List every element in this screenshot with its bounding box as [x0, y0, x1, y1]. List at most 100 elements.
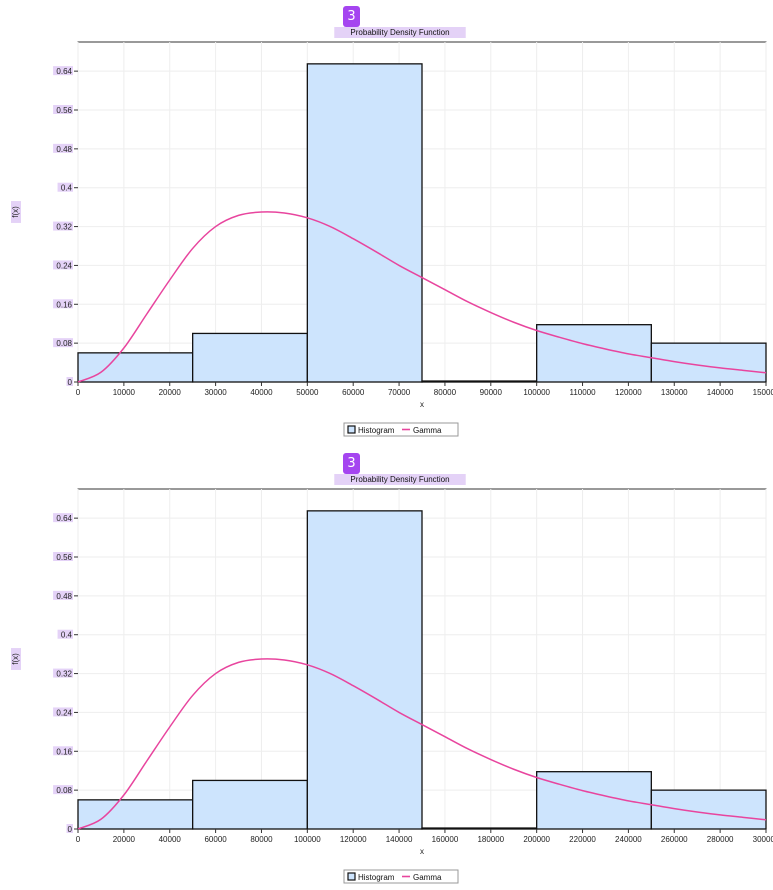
- y-tick-label: 0.16: [56, 300, 72, 309]
- x-tick-label: 140000: [386, 835, 413, 844]
- y-tick-label: 0.16: [56, 747, 72, 756]
- y-axis-label: f(x): [11, 653, 20, 665]
- y-tick-label: 0: [68, 378, 73, 387]
- x-tick-label: 0: [76, 388, 81, 397]
- legend-gamma-label: Gamma: [413, 426, 442, 435]
- x-tick-label: 60000: [342, 388, 365, 397]
- x-axis-label: x: [420, 400, 424, 409]
- x-tick-label: 40000: [250, 388, 273, 397]
- histogram-bar: [421, 380, 538, 383]
- histogram-bar: [536, 324, 652, 383]
- y-tick-label-highlight: [57, 182, 73, 192]
- x-tick-label: 70000: [388, 388, 411, 397]
- legend-histogram-label: Histogram: [358, 426, 395, 435]
- chart-title: Probability Density Function: [350, 475, 449, 484]
- x-tick-label: 90000: [480, 388, 503, 397]
- histogram-bar: [650, 342, 767, 383]
- x-tick-label: 20000: [113, 835, 136, 844]
- y-tick-label: 0.24: [56, 261, 72, 270]
- histogram-bar: [421, 827, 538, 830]
- y-tick-label-highlight: [53, 590, 73, 600]
- x-tick-label: 180000: [477, 835, 504, 844]
- y-tick-label-highlight: [57, 629, 73, 639]
- legend-histogram-swatch: [347, 425, 356, 434]
- y-tick-label: 0.56: [56, 106, 72, 115]
- histogram-bar: [306, 510, 423, 830]
- y-tick-label-highlight: [53, 513, 73, 523]
- y-tick-label-highlight: [66, 824, 73, 833]
- histogram-bar: [650, 789, 767, 830]
- index-badge: 3: [343, 6, 360, 27]
- index-badge: 3: [343, 453, 360, 474]
- x-tick-label: 40000: [159, 835, 182, 844]
- y-axis-label-highlight: [11, 201, 21, 223]
- histogram-bar: [192, 332, 308, 383]
- y-tick-label: 0.32: [56, 670, 72, 679]
- x-tick-label: 280000: [707, 835, 734, 844]
- legend-histogram-swatch: [347, 872, 356, 881]
- y-tick-label: 0.24: [56, 708, 72, 717]
- y-tick-label: 0.56: [56, 553, 72, 562]
- x-tick-label: 240000: [615, 835, 642, 844]
- y-tick-label-highlight: [53, 260, 73, 270]
- x-tick-label: 140000: [707, 388, 734, 397]
- legend-box: [343, 422, 459, 437]
- legend-gamma-label: Gamma: [413, 873, 442, 882]
- y-tick-label-highlight: [53, 143, 73, 153]
- y-tick-label-highlight: [53, 707, 73, 717]
- x-tick-label: 10000: [113, 388, 136, 397]
- x-tick-label: 120000: [615, 388, 642, 397]
- x-tick-label: 160000: [432, 835, 459, 844]
- y-tick-label-highlight: [53, 105, 73, 114]
- x-tick-label: 20000: [159, 388, 182, 397]
- y-tick-label: 0.4: [61, 631, 73, 640]
- y-tick-label-highlight: [53, 785, 73, 795]
- legend-box: [343, 869, 459, 884]
- x-tick-label: 200000: [523, 835, 550, 844]
- chart-panel-2: 3 Probability Density Function 0 0.08 0.16 0…: [0, 447, 773, 890]
- x-tick-label: 100000: [294, 835, 321, 844]
- x-tick-label: 0: [76, 835, 81, 844]
- y-tick-label: 0.4: [61, 184, 73, 193]
- x-tick-label: 60000: [204, 835, 227, 844]
- y-tick-label: 0.48: [56, 145, 72, 154]
- y-tick-label-highlight: [53, 668, 73, 678]
- x-tick-label: 80000: [250, 835, 273, 844]
- x-tick-label: 30000: [204, 388, 227, 397]
- x-tick-label: 260000: [661, 835, 688, 844]
- x-axis-label: x: [420, 847, 424, 856]
- gamma-curve: [77, 658, 767, 830]
- y-axis-label-group: f(x): [11, 201, 21, 223]
- y-tick-label-highlight: [53, 221, 73, 231]
- title-highlight: [334, 474, 466, 485]
- y-tick-label-highlight: [53, 299, 73, 309]
- pdf-chart-2: Probability Density Function 0 0.08 0.16 0.2…: [11, 474, 773, 884]
- histogram-bar: [192, 779, 308, 830]
- y-axis-label-highlight: [11, 648, 21, 670]
- y-tick-label-highlight: [53, 746, 73, 756]
- histogram-bar: [77, 352, 194, 383]
- x-tick-label: 80000: [434, 388, 457, 397]
- y-tick-label: 0.64: [56, 514, 72, 523]
- y-tick-label: 0.64: [56, 67, 72, 76]
- histogram-bar: [536, 771, 652, 830]
- chart-panel-1: 3 Probability Density Function 0 0.08 0.16 0…: [0, 0, 773, 443]
- y-tick-label-highlight: [66, 377, 73, 386]
- histogram-bar: [77, 799, 194, 830]
- y-tick-label: 0: [68, 825, 73, 834]
- legend-histogram-label: Histogram: [358, 873, 395, 882]
- chart-title: Probability Density Function: [350, 28, 449, 37]
- y-tick-label-highlight: [53, 552, 73, 561]
- title-highlight: [334, 27, 466, 38]
- y-tick-label-highlight: [53, 338, 73, 348]
- x-tick-label: 110000: [569, 388, 596, 397]
- x-tick-label: 300000: [753, 835, 773, 844]
- y-axis-label-group: f(x): [11, 648, 21, 670]
- gamma-curve: [77, 211, 767, 383]
- y-axis-label: f(x): [11, 206, 20, 218]
- x-tick-label: 220000: [569, 835, 596, 844]
- x-tick-label: 50000: [296, 388, 319, 397]
- pdf-chart-1: Probability Density Function 0 0.08 0.16 0.2…: [11, 27, 773, 437]
- y-tick-label: 0.08: [56, 786, 72, 795]
- y-tick-label: 0.48: [56, 592, 72, 601]
